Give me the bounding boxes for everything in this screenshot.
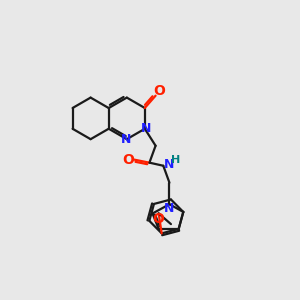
Text: O: O (122, 153, 134, 166)
Text: N: N (121, 134, 131, 146)
Text: N: N (164, 202, 174, 214)
Text: N: N (140, 122, 151, 135)
Text: O: O (152, 212, 164, 226)
Text: O: O (154, 84, 165, 98)
Text: H: H (171, 154, 180, 165)
Text: N: N (164, 158, 175, 172)
